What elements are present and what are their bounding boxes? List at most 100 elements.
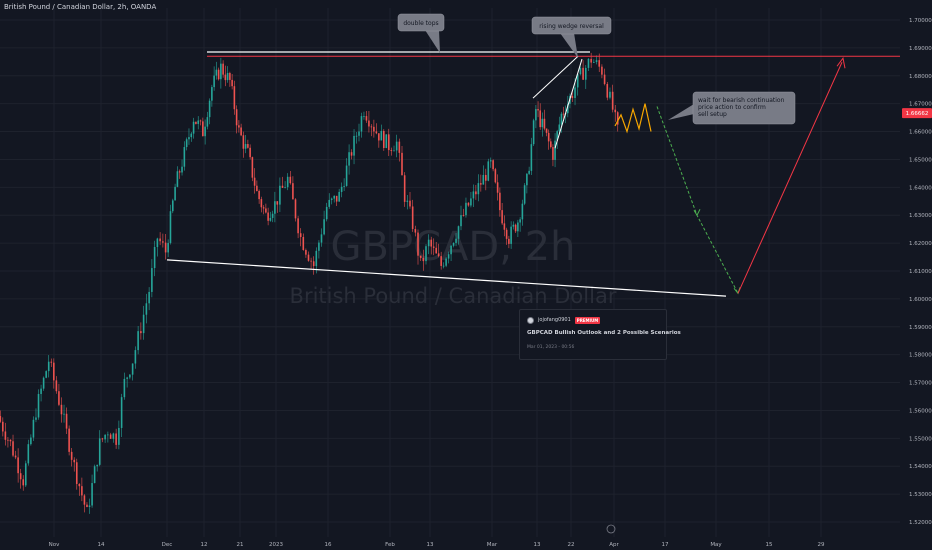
- candle-body: [197, 120, 200, 124]
- candle-body: [7, 439, 9, 441]
- publish-date: Mar 01, 2023 - 00:56: [527, 345, 575, 350]
- price-tick-label: 1.61000: [909, 269, 932, 275]
- candle-body: [378, 133, 380, 141]
- candle-body: [104, 434, 106, 440]
- candle-body: [385, 134, 388, 148]
- candle-body: [523, 185, 526, 204]
- candle-body: [447, 254, 450, 259]
- candle-body: [65, 413, 68, 429]
- price-tick-label: 1.63000: [909, 213, 932, 219]
- candle-body: [403, 175, 406, 202]
- price-tick-label: 1.68000: [909, 74, 932, 80]
- candle-body: [475, 191, 477, 195]
- time-tick-label: 22: [568, 542, 575, 548]
- candle-body: [78, 483, 81, 487]
- candle-body: [32, 419, 35, 438]
- candle-body: [96, 464, 98, 467]
- callout-tail: [668, 104, 694, 120]
- idea-title[interactable]: GBPCAD Bullish Outlook and 2 Possible Sc…: [527, 330, 681, 336]
- candle-body: [494, 169, 497, 183]
- candle-body: [430, 239, 433, 247]
- candle-body: [206, 117, 209, 127]
- candle-body: [530, 144, 533, 171]
- wedge-lower-line: [554, 58, 583, 149]
- callout-text: double tops: [403, 20, 438, 27]
- candle-body: [75, 462, 78, 484]
- candle-body: [312, 261, 315, 267]
- candle-body: [537, 109, 539, 111]
- candle-body: [360, 116, 363, 132]
- candle-body: [244, 144, 247, 149]
- candle-body: [30, 437, 32, 445]
- price-tick-label: 1.53000: [909, 492, 932, 498]
- candle-body: [395, 141, 398, 151]
- candle-body: [375, 131, 378, 134]
- price-tick-label: 1.54000: [909, 464, 932, 470]
- bearish-scenario-path: [656, 106, 739, 294]
- author-avatar[interactable]: [527, 316, 534, 324]
- candle-body: [543, 118, 546, 129]
- candle-body: [363, 116, 365, 117]
- replay-icon: [606, 524, 616, 534]
- callout-text: price action to confirm: [698, 104, 766, 111]
- candle-body: [213, 75, 215, 88]
- grid: [0, 8, 900, 537]
- candle-body: [582, 67, 584, 80]
- candle-body: [338, 191, 340, 202]
- author-name[interactable]: jojofang0901: [538, 317, 571, 323]
- time-tick-label: Feb: [385, 542, 395, 548]
- candle-body: [501, 210, 503, 224]
- candle-body: [140, 331, 142, 334]
- candle-body: [60, 404, 63, 415]
- candle-body: [269, 217, 272, 221]
- candle-body: [153, 246, 156, 269]
- candle-body: [587, 58, 590, 68]
- candle-body: [328, 199, 331, 207]
- candle-body: [547, 132, 550, 142]
- price-tick-label: 1.57000: [909, 381, 932, 387]
- candle-body: [12, 441, 14, 456]
- candle-body: [467, 202, 470, 206]
- candle-body: [162, 241, 164, 243]
- candle-body: [470, 198, 472, 206]
- publish-card[interactable]: jojofang0901 PREMIUM GBPCAD Bullish Outl…: [519, 309, 681, 360]
- candle-body: [190, 133, 193, 138]
- candle-body: [614, 109, 617, 113]
- candle-body: [584, 67, 587, 80]
- drawing-layer: [166, 51, 900, 297]
- double-tops-callout: double tops: [397, 13, 445, 53]
- candle-body: [593, 62, 595, 63]
- time-tick-label: 29: [818, 542, 825, 548]
- candle-body: [131, 363, 134, 375]
- candle-body: [45, 371, 47, 378]
- candle-body: [217, 69, 220, 80]
- candle-body: [487, 161, 490, 181]
- premium-badge: PREMIUM: [574, 316, 601, 324]
- candle-body: [562, 113, 565, 115]
- candle-body: [535, 109, 537, 121]
- candle-body: [199, 120, 202, 122]
- candle-body: [107, 434, 109, 436]
- candle-body: [345, 165, 348, 186]
- candle-body: [348, 152, 350, 166]
- candle-body: [231, 79, 233, 87]
- candle-body: [323, 219, 325, 235]
- candle-body: [2, 421, 4, 432]
- candle-body: [151, 268, 153, 292]
- candle-body: [595, 60, 598, 63]
- candle-body: [137, 331, 139, 351]
- time-tick-label: Nov: [49, 542, 60, 548]
- candle-body: [101, 438, 104, 440]
- current-price-label-bg: [902, 108, 932, 119]
- candle-body: [58, 391, 60, 405]
- candle-body: [380, 130, 383, 141]
- candle-body: [465, 202, 467, 216]
- candle-body: [455, 238, 457, 243]
- candle-body: [233, 86, 236, 110]
- price-tick-label: 1.67000: [909, 102, 932, 108]
- annotation-layer: double tops rising wedge reversal wait for…: [397, 13, 796, 125]
- time-tick-label: 13: [534, 542, 541, 548]
- candle-body: [526, 173, 528, 186]
